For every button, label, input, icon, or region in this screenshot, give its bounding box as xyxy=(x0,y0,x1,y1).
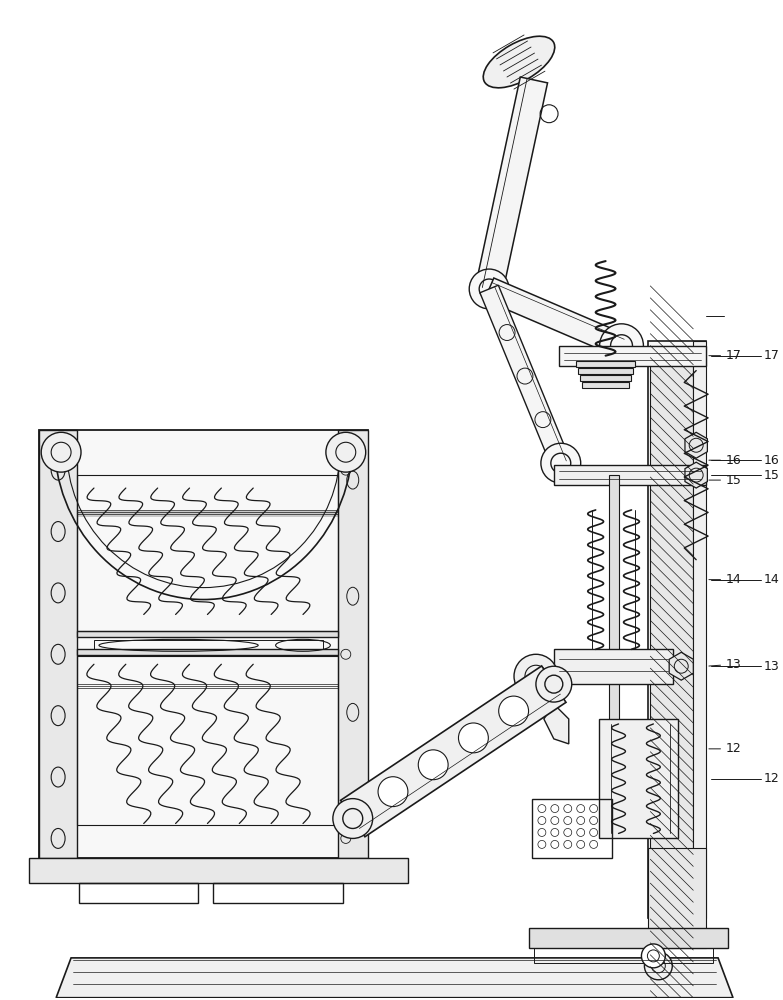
Bar xyxy=(608,475,619,754)
Bar xyxy=(94,640,323,649)
Bar xyxy=(534,948,713,963)
Bar xyxy=(39,430,77,858)
Polygon shape xyxy=(480,285,570,467)
Text: 16: 16 xyxy=(764,454,780,467)
Text: 14: 14 xyxy=(709,573,742,586)
Bar xyxy=(554,649,673,684)
Circle shape xyxy=(378,777,408,807)
Polygon shape xyxy=(485,278,626,357)
Bar xyxy=(77,649,337,655)
Bar xyxy=(529,928,728,948)
Bar xyxy=(559,346,706,366)
Bar xyxy=(29,858,407,883)
Circle shape xyxy=(644,952,673,980)
Text: 17: 17 xyxy=(709,349,742,362)
Circle shape xyxy=(418,750,448,780)
Bar xyxy=(77,631,337,637)
Bar xyxy=(554,465,706,485)
Bar xyxy=(578,368,633,374)
Bar xyxy=(214,883,343,903)
Polygon shape xyxy=(685,462,707,488)
Bar xyxy=(39,430,368,858)
Circle shape xyxy=(41,432,81,472)
Polygon shape xyxy=(56,958,733,998)
Text: 14: 14 xyxy=(764,573,780,586)
Text: 13: 13 xyxy=(764,660,780,673)
Circle shape xyxy=(326,432,366,472)
Text: 12: 12 xyxy=(709,742,742,755)
Ellipse shape xyxy=(483,36,554,88)
Circle shape xyxy=(333,799,373,838)
Bar xyxy=(337,430,368,858)
Bar xyxy=(532,799,612,858)
Bar xyxy=(648,848,706,948)
Polygon shape xyxy=(341,666,566,837)
Polygon shape xyxy=(544,704,568,744)
Bar xyxy=(599,719,678,838)
Text: 15: 15 xyxy=(764,469,780,482)
Bar xyxy=(651,346,693,913)
Circle shape xyxy=(600,324,644,368)
Text: 15: 15 xyxy=(709,474,742,487)
Circle shape xyxy=(541,443,581,483)
Polygon shape xyxy=(685,432,707,458)
Bar xyxy=(648,341,706,918)
Text: 17: 17 xyxy=(764,349,780,362)
Circle shape xyxy=(536,666,572,702)
Bar xyxy=(579,375,631,381)
Circle shape xyxy=(499,696,529,726)
Text: 12: 12 xyxy=(764,772,780,785)
Polygon shape xyxy=(475,77,547,292)
Circle shape xyxy=(459,723,489,753)
Bar xyxy=(582,382,630,388)
Bar xyxy=(77,475,337,631)
Bar xyxy=(79,883,198,903)
Text: 16: 16 xyxy=(709,454,742,467)
Bar xyxy=(77,656,337,825)
Polygon shape xyxy=(669,652,693,680)
Bar xyxy=(576,361,636,367)
Bar xyxy=(693,341,706,918)
Circle shape xyxy=(469,269,509,309)
Text: 13: 13 xyxy=(709,658,742,671)
Circle shape xyxy=(641,944,666,968)
Circle shape xyxy=(514,654,557,698)
